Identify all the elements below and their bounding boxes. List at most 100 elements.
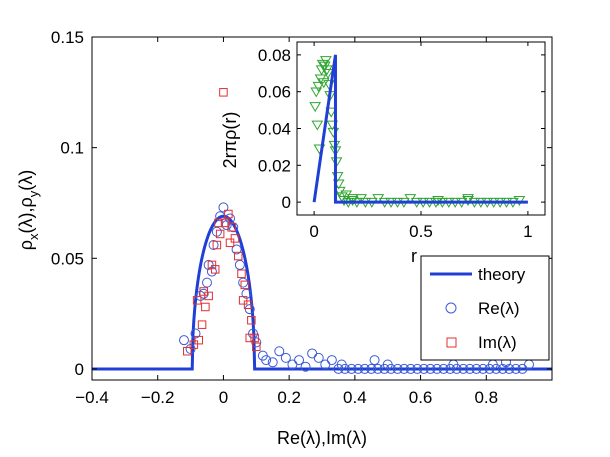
main-re-point — [251, 337, 262, 348]
main-im-point — [214, 218, 223, 228]
main-im-point — [204, 291, 213, 301]
legend-theory-label: theory — [478, 265, 526, 284]
inset-x-tick-label: 0.5 — [409, 222, 433, 241]
legend-re-marker — [445, 302, 457, 314]
inset-empirical-point — [321, 65, 333, 76]
main-im-point — [192, 296, 202, 305]
main-re-point — [471, 363, 482, 374]
inset-series-layer — [309, 54, 528, 208]
main-y-tick-label: 0.1 — [60, 139, 84, 158]
inset-empirical-point — [314, 74, 327, 85]
main-im-point — [237, 269, 246, 279]
legend-im-marker — [446, 337, 457, 348]
legend: theory Re(λ) Im(λ) — [420, 255, 550, 361]
main-series-layer — [92, 88, 552, 374]
main-im-point — [238, 296, 248, 305]
main-re-point — [228, 222, 239, 233]
main-im-point — [225, 238, 235, 248]
main-re-point — [208, 240, 219, 251]
main-re-point — [274, 346, 285, 357]
main-re-point — [372, 363, 383, 374]
main-re-point — [425, 363, 436, 374]
main-im-point — [240, 280, 250, 290]
main-re-point — [313, 352, 324, 363]
inset-x-axis-label: r — [411, 246, 417, 266]
main-re-point — [412, 363, 423, 374]
main-im-point — [227, 223, 236, 232]
main-im-point — [194, 335, 204, 345]
inset-x-tick-label: 1 — [523, 222, 532, 241]
main-x-tick-label: 0.4 — [343, 388, 367, 407]
inset-empirical-point — [346, 194, 359, 205]
main-im-point — [197, 320, 207, 329]
main-re-point — [231, 244, 242, 255]
main-re-point — [198, 288, 209, 299]
inset-empirical-point — [319, 56, 332, 67]
main-re-point — [418, 363, 429, 374]
main-re-point — [464, 363, 475, 374]
main-re-point — [353, 363, 364, 374]
main-im-point — [245, 333, 254, 343]
main-im-point — [230, 234, 240, 243]
main-re-point — [399, 363, 410, 374]
y-label-mid: (λ),ρ — [16, 197, 36, 233]
main-re-point — [267, 357, 278, 368]
inset-y-tick-label: 0.06 — [258, 83, 291, 102]
legend-im-label: Im(λ) — [478, 333, 517, 352]
main-im-point — [252, 342, 261, 352]
main-y-axis-label: ρx(λ),ρy(λ) — [16, 170, 41, 250]
inset-empirical-point — [325, 107, 338, 118]
main-re-point — [359, 363, 370, 374]
main-re-point — [382, 359, 393, 370]
main-re-point — [504, 363, 515, 374]
main-re-point — [234, 259, 245, 270]
main-x-tick-label: 0 — [219, 388, 228, 407]
main-im-point — [215, 229, 225, 239]
inset-empirical-point — [333, 186, 346, 197]
main-x-tick-label: −0.2 — [141, 388, 175, 407]
inset-y-tick-label: 0 — [282, 193, 291, 212]
y-label-tail: (λ) — [16, 170, 36, 191]
main-re-point — [225, 213, 235, 224]
main-y-tick-label: 0 — [75, 360, 84, 379]
inset-empirical-point — [312, 81, 325, 92]
main-y-tick-label: 0.15 — [51, 28, 84, 47]
main-re-point — [300, 361, 311, 372]
main-im-point — [219, 88, 228, 97]
main-re-point — [478, 363, 488, 374]
main-re-point — [203, 259, 214, 270]
y-label-sub-x: x — [26, 233, 41, 240]
main-im-point — [220, 218, 230, 228]
main-re-point — [458, 363, 469, 374]
main-im-point — [250, 333, 259, 343]
main-re-point — [326, 355, 337, 366]
main-im-point — [224, 209, 233, 219]
main-x-axis-label: Re(λ),Im(λ) — [277, 428, 367, 448]
main-re-point — [202, 277, 212, 288]
inset-empirical-point — [322, 69, 334, 80]
main-x-tick-label: 0.2 — [277, 388, 301, 407]
inset-y-axis-label: 2rπρ(r) — [220, 112, 240, 169]
main-im-point — [183, 346, 192, 356]
inset-ticks: 0 0.5 1 0 0.02 0.04 0.06 0.08 — [258, 42, 545, 241]
inset-empirical-point — [340, 190, 353, 201]
main-im-point — [212, 240, 222, 250]
main-re-point — [369, 355, 380, 366]
main-im-point — [201, 302, 210, 312]
inset-empirical-point — [317, 78, 330, 89]
main-re-point — [432, 363, 442, 374]
main-im-point — [199, 287, 208, 296]
main-re-point — [366, 363, 377, 374]
inset-empirical-point — [372, 194, 385, 205]
inset-chart: 0 0.5 1 0 0.02 0.04 0.06 0.08 r 2rπρ(r) — [220, 41, 546, 266]
inset-y-tick-label: 0.02 — [258, 156, 291, 175]
inset-empirical-point — [355, 194, 368, 205]
inset-y-tick-label: 0.08 — [258, 46, 291, 65]
main-re-point — [405, 363, 416, 374]
main-re-point — [238, 277, 249, 288]
inset-theory-line — [312, 54, 528, 204]
legend-re-label: Re(λ) — [478, 299, 520, 318]
inset-y-tick-label: 0.04 — [258, 120, 291, 139]
inset-x-tick-label: 0 — [309, 222, 318, 241]
inset-empirical-point — [311, 120, 324, 131]
